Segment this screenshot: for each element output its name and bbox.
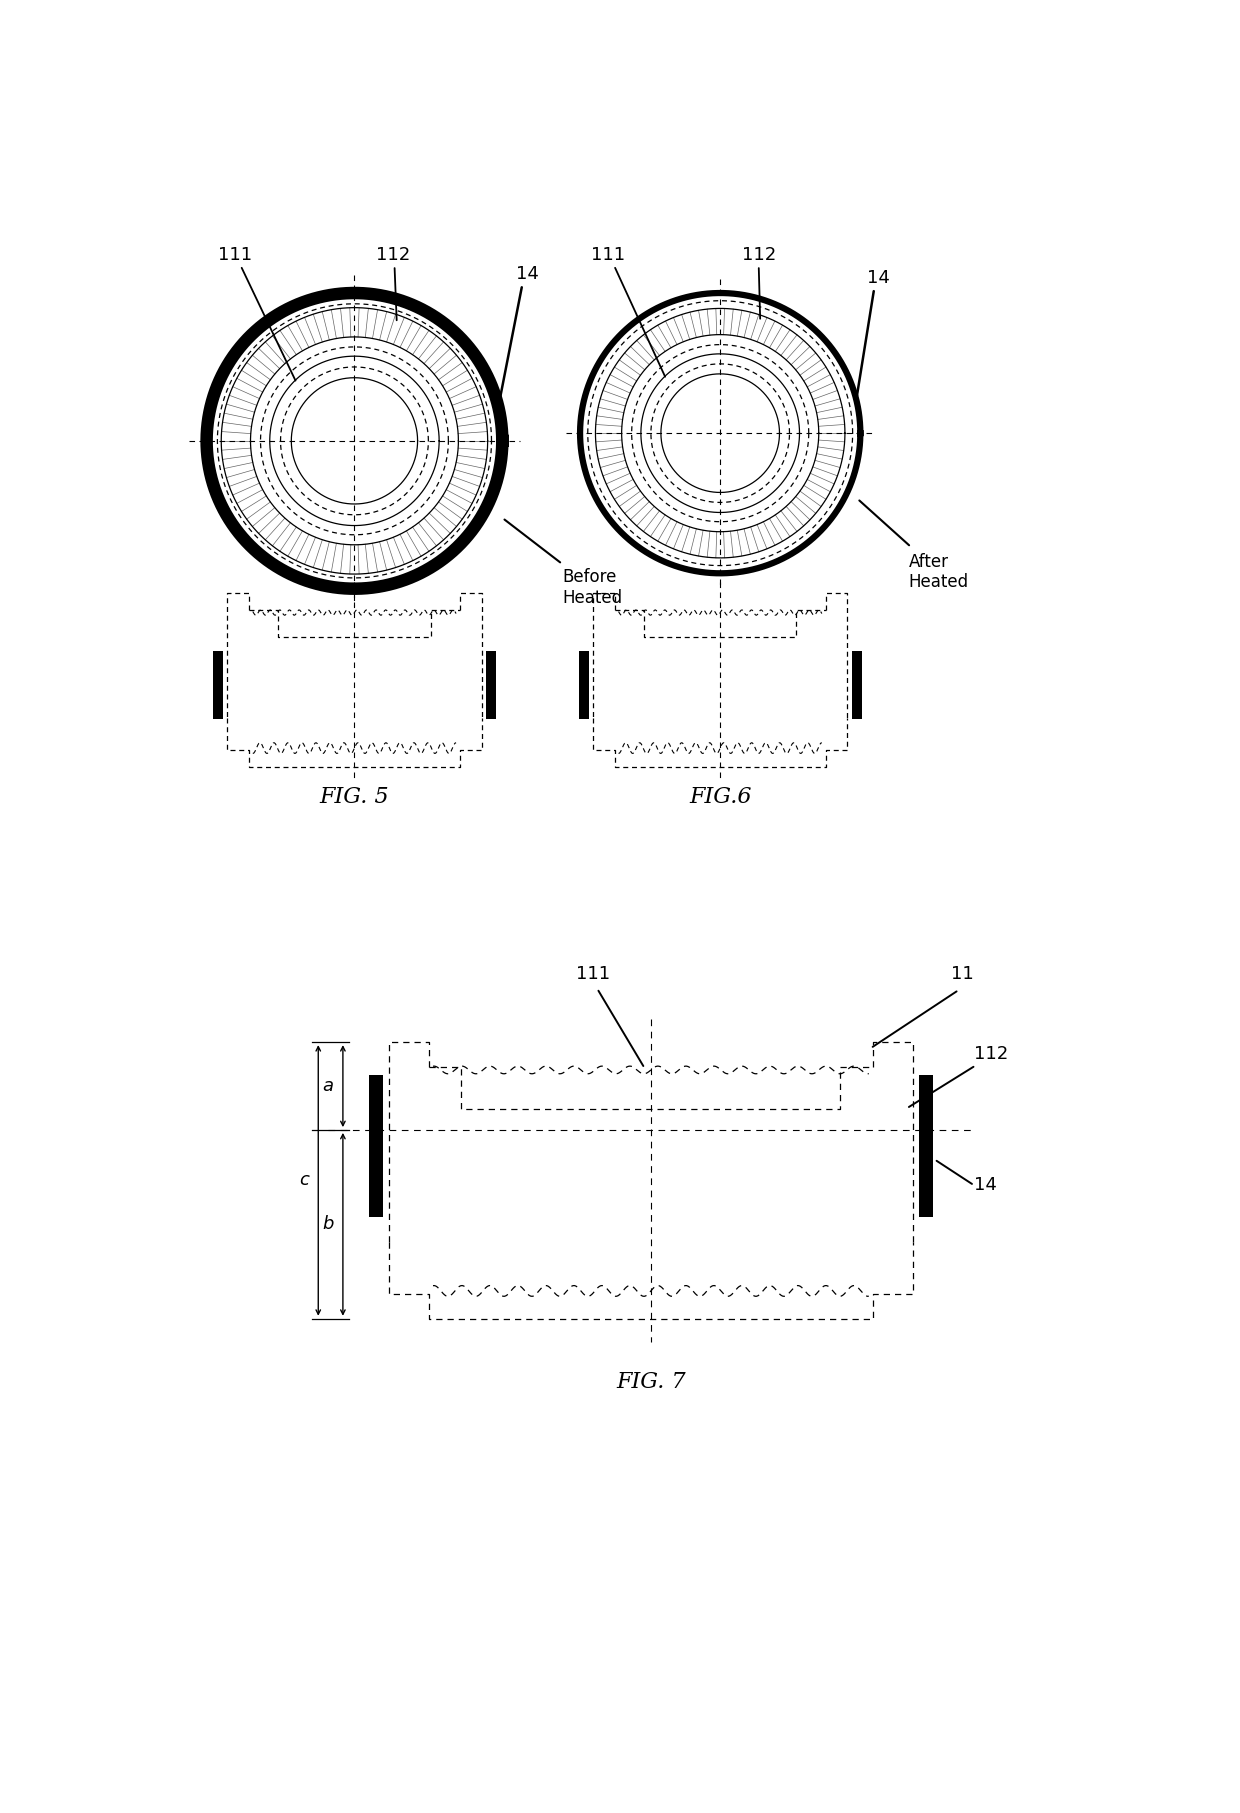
Text: 14: 14 [867,268,889,286]
Bar [370,1075,383,1217]
Text: FIG. 5: FIG. 5 [320,785,389,809]
Text: 111: 111 [218,247,252,265]
Text: FIG.6: FIG.6 [689,785,751,809]
Text: 111: 111 [577,965,610,983]
Text: b: b [322,1215,334,1233]
Text: 112: 112 [975,1044,1008,1062]
Bar [852,651,862,718]
Text: a: a [322,1077,334,1095]
Text: 112: 112 [376,247,410,265]
Text: 14: 14 [516,265,539,283]
Text: 111: 111 [591,247,626,265]
Text: After
Heated: After Heated [909,553,968,591]
Text: c: c [299,1171,309,1189]
Text: 14: 14 [975,1177,997,1195]
Text: Before
Heated: Before Heated [563,567,622,607]
Text: 112: 112 [742,247,776,265]
Bar [579,651,589,718]
Bar [919,1075,932,1217]
Bar [213,651,223,718]
Text: 11: 11 [951,965,975,983]
Bar [486,651,496,718]
Text: FIG. 7: FIG. 7 [616,1371,686,1392]
